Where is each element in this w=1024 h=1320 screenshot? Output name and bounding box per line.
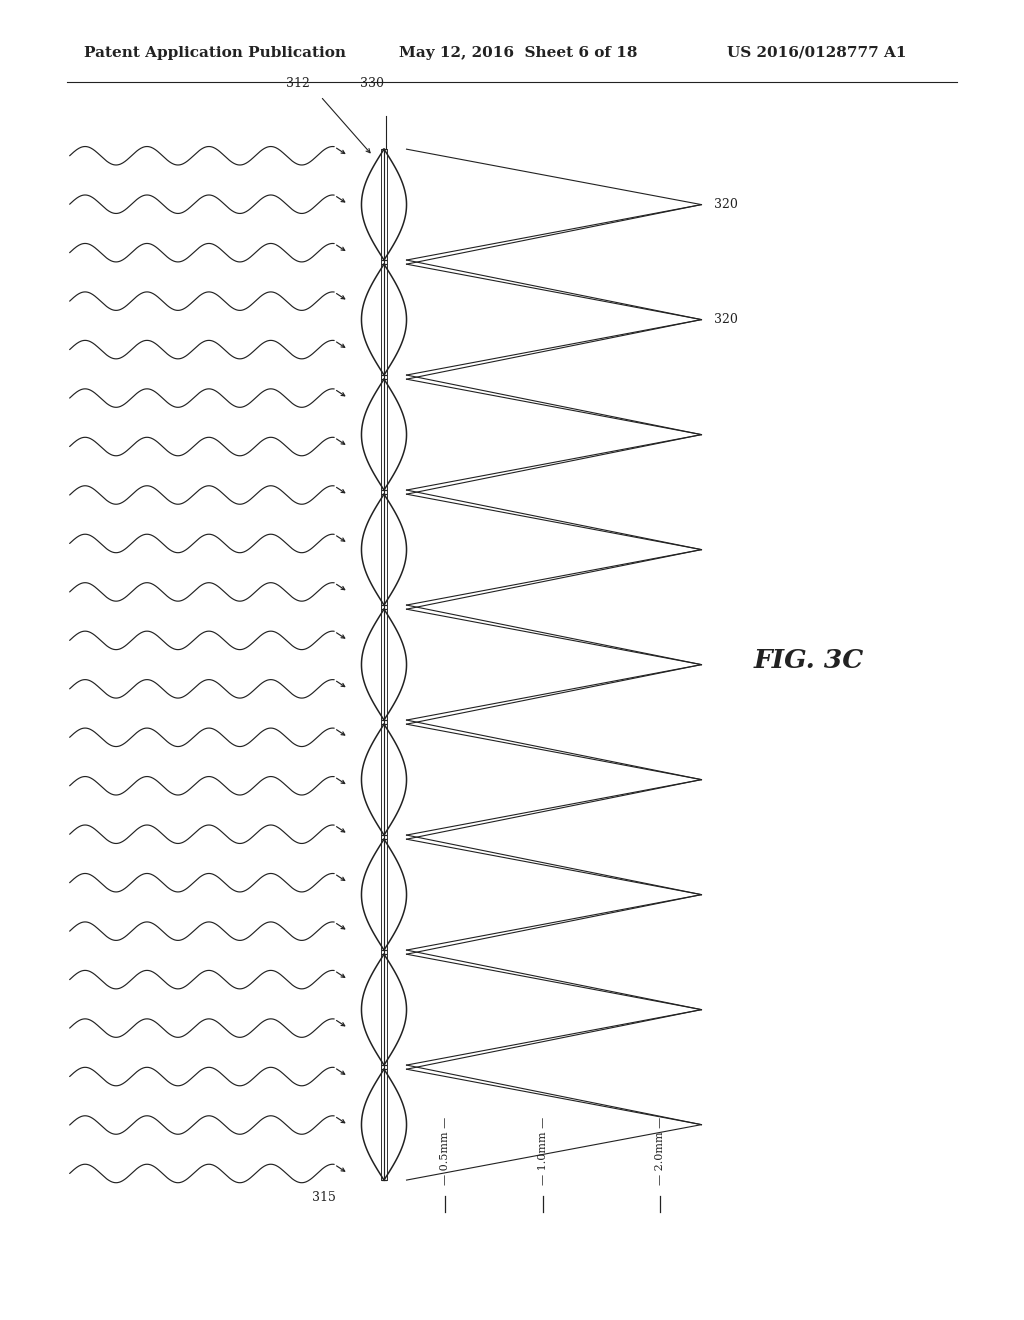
Text: FIG. 3C: FIG. 3C	[754, 648, 864, 672]
Text: 320: 320	[714, 313, 737, 326]
Text: May 12, 2016  Sheet 6 of 18: May 12, 2016 Sheet 6 of 18	[399, 46, 638, 59]
Text: — 2.0mm —: — 2.0mm —	[655, 1117, 666, 1185]
Text: — 0.5mm —: — 0.5mm —	[440, 1117, 451, 1185]
Text: — 1.0mm —: — 1.0mm —	[538, 1117, 548, 1185]
Text: US 2016/0128777 A1: US 2016/0128777 A1	[727, 46, 906, 59]
Text: 320: 320	[714, 198, 737, 211]
Text: 315: 315	[312, 1191, 336, 1204]
Text: 330: 330	[360, 77, 384, 90]
Text: 312: 312	[287, 77, 310, 90]
Text: Patent Application Publication: Patent Application Publication	[84, 46, 346, 59]
